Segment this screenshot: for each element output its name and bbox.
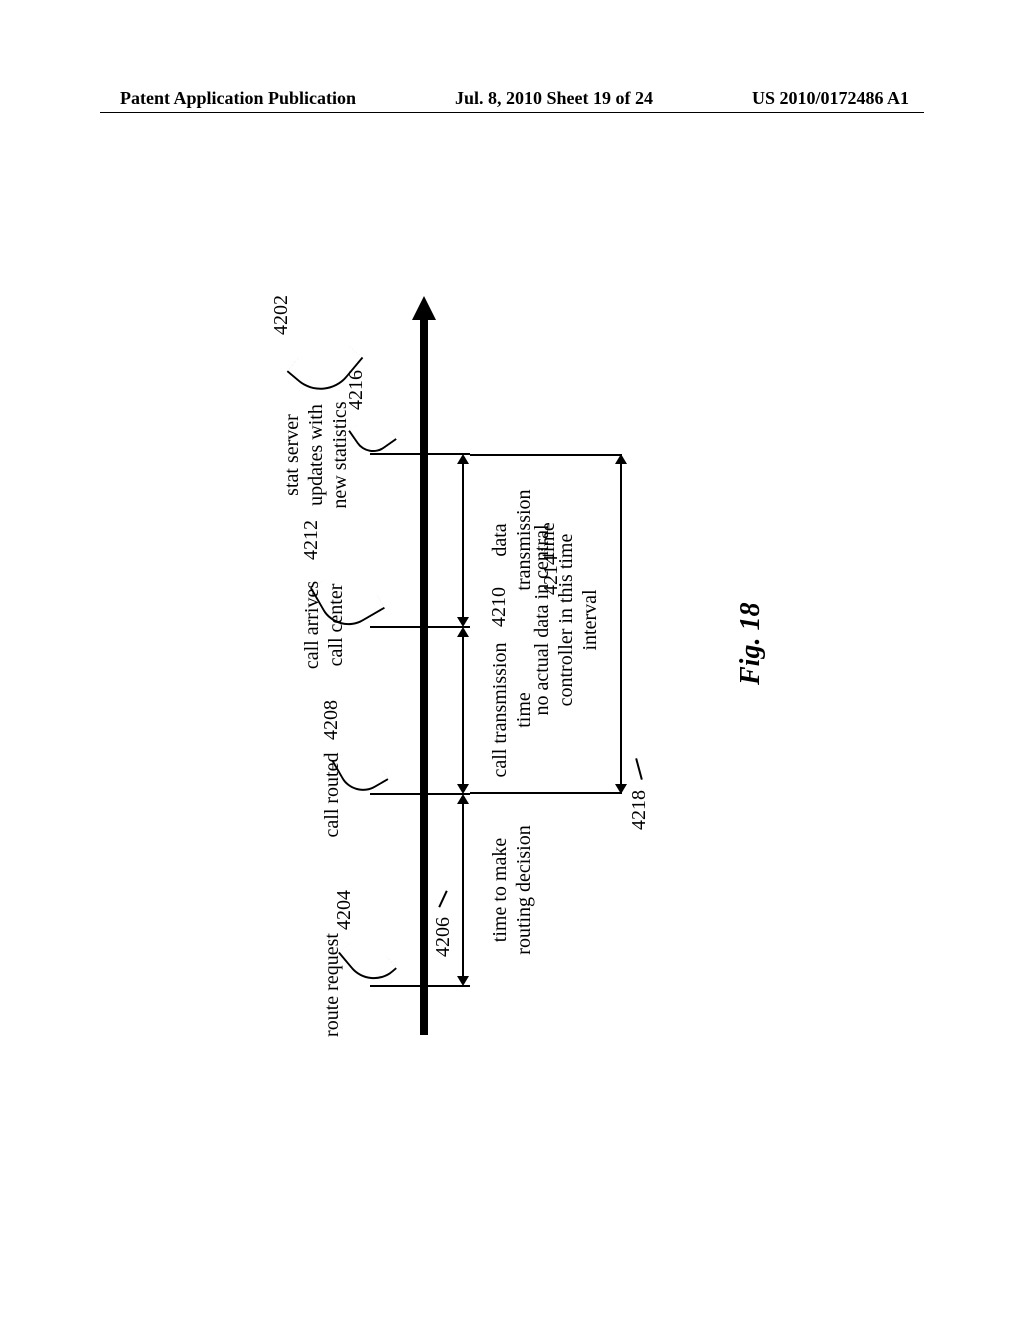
ref-4212: 4212 (300, 520, 323, 560)
leader-line (635, 758, 643, 780)
event-label-route-request: route request (320, 925, 344, 1045)
diagram-rotated-container: route request call routed call arrivesca… (10, 285, 980, 995)
timeline-axis (420, 315, 428, 1035)
header-date-sheet: Jul. 8, 2010 Sheet 19 of 24 (455, 88, 653, 109)
ref-4214: 4214 (540, 555, 563, 595)
range-arrow-right-icon (457, 454, 469, 464)
range-arrow-left-icon (615, 784, 627, 794)
range-arrow-left-icon (457, 617, 469, 627)
page-header: Patent Application Publication Jul. 8, 2… (0, 88, 1024, 109)
range-label-call-transmission: call transmissiontime (488, 625, 536, 795)
ref-4208: 4208 (320, 700, 343, 740)
ref-4206: 4206 (432, 917, 455, 957)
event-tick-stat-update (370, 453, 470, 455)
header-pub-number: US 2010/0172486 A1 (752, 88, 909, 109)
header-rule (100, 112, 924, 113)
timeline-arrowhead (412, 296, 436, 320)
range-arrow-left-icon (457, 784, 469, 794)
timing-diagram: route request call routed call arrivesca… (140, 155, 850, 1125)
range-arrow-right-icon (615, 454, 627, 464)
leader-line (338, 931, 397, 992)
range-arrow-right-icon (457, 794, 469, 804)
figure-label: Fig. 18 (735, 603, 767, 685)
range-label-no-data: no actual data in centralcontroller in t… (530, 515, 602, 725)
ref-4210: 4210 (488, 587, 511, 627)
ref-4218: 4218 (628, 790, 651, 830)
ref-4202: 4202 (270, 295, 293, 335)
event-tick-route-request (370, 985, 470, 987)
range-call-transmission (462, 636, 464, 785)
range-label-route-decision: time to makerouting decision (488, 795, 536, 985)
range-route-decision (462, 803, 464, 977)
event-label-stat-update: stat serverupdates withnew statistics (280, 385, 352, 525)
event-tick-call-arrives (370, 626, 470, 628)
range-arrow-left-icon (457, 976, 469, 986)
range-arrow-right-icon (457, 627, 469, 637)
ref-4204: 4204 (333, 890, 356, 930)
ref-4216: 4216 (345, 370, 368, 410)
header-pub-type: Patent Application Publication (120, 88, 356, 109)
event-tick-call-routed (370, 793, 470, 795)
leader-line (438, 890, 447, 907)
range-no-data (620, 463, 622, 785)
range-data-transmission (462, 463, 464, 619)
